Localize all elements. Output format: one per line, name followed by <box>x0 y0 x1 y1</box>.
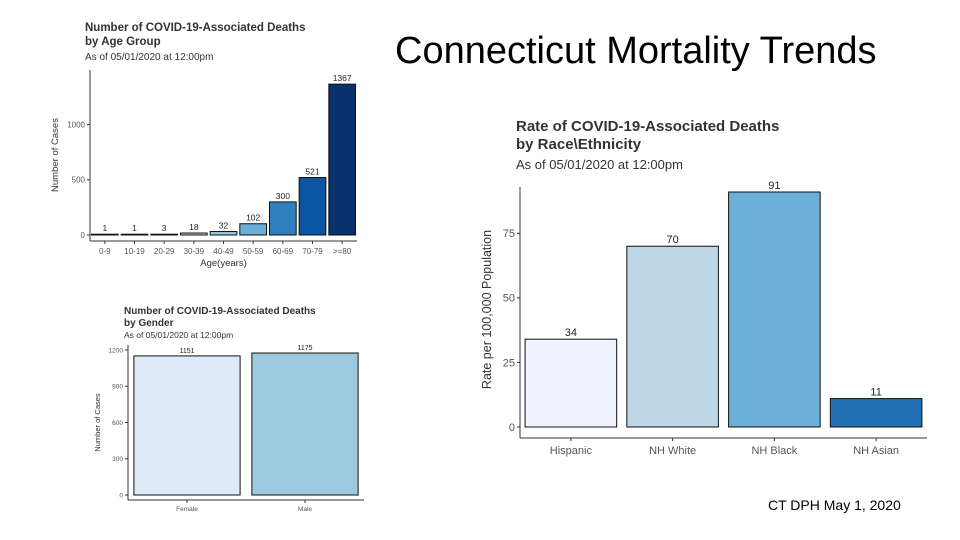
race-x-tick-label: NH Asian <box>853 445 899 457</box>
age-y-axis-title: Number of Cases <box>50 118 61 192</box>
race-x-tick-label: NH Black <box>751 445 797 457</box>
race-bar-nh-black <box>728 191 821 428</box>
age-bar-60-69 <box>268 201 297 236</box>
gender-data-label: 1151 <box>179 348 194 355</box>
race-x-tick-label: Hispanic <box>550 445 593 457</box>
race-y-tick-label: 0 <box>509 422 515 434</box>
age-data-label: 1 <box>102 223 107 233</box>
gender-chart-subtitle: As of 05/01/2020 at 12:00pm <box>124 330 233 340</box>
age-data-label: 521 <box>305 167 319 177</box>
gender-chart-title-line2: by Gender <box>124 318 174 329</box>
age-data-label: 32 <box>219 220 229 230</box>
race-y-tick-label: 25 <box>503 357 515 369</box>
age-data-label: 300 <box>276 191 290 201</box>
race-data-label: 70 <box>667 234 679 246</box>
age-x-tick-label: 0-9 <box>99 247 111 256</box>
gender-chart-title: Number of COVID-19-Associated Deaths <box>124 306 316 317</box>
age-x-tick-label: >=80 <box>333 247 352 256</box>
age-y-tick-label: 500 <box>72 176 86 185</box>
race-x-tick-label: NH White <box>649 445 696 457</box>
age-data-label: 18 <box>189 222 199 232</box>
age-bar-70-79 <box>298 177 327 236</box>
age-chart-title-line2: by Age Group <box>85 36 161 48</box>
race-bar-nh-asian <box>829 398 923 428</box>
age-bar--80 <box>328 83 357 236</box>
age-data-label: 3 <box>162 223 167 233</box>
footer-credit: CT DPH May 1, 2020 <box>768 497 901 513</box>
race-chart-title-line2: by Race\Ethnicity <box>516 136 642 153</box>
page-title: Connecticut Mortality Trends <box>395 30 877 72</box>
age-y-tick-label: 1000 <box>67 120 85 129</box>
race-chart-title: Rate of COVID-19-Associated Deaths <box>516 118 779 135</box>
race-data-label: 34 <box>565 327 577 339</box>
gender-y-tick-label: 1200 <box>109 347 124 354</box>
race-data-label: 91 <box>768 180 780 192</box>
gender-x-tick-label: Male <box>298 506 312 513</box>
race-chart-subtitle: As of 05/01/2020 at 12:00pm <box>516 157 683 172</box>
race-y-axis-title: Rate per 100,000 Population <box>480 230 494 389</box>
gender-y-tick-label: 600 <box>112 420 123 427</box>
age-x-tick-label: 40-49 <box>213 247 234 256</box>
age-y-tick-label: 0 <box>81 231 86 240</box>
age-chart-subtitle: As of 05/01/2020 at 12:00pm <box>85 52 213 63</box>
age-bar-30-39 <box>179 232 208 236</box>
age-x-tick-label: 50-59 <box>243 247 264 256</box>
age-x-tick-label: 20-29 <box>154 247 175 256</box>
age-bar-0-9 <box>90 233 119 236</box>
race-bar-hispanic <box>524 338 618 428</box>
race-y-tick-label: 75 <box>503 228 515 240</box>
age-data-label: 1 <box>132 223 137 233</box>
race-bar-nh-white <box>626 245 719 428</box>
gender-bar-female <box>133 355 241 496</box>
age-bar-40-49 <box>209 230 238 236</box>
age-x-axis-title: Age(years) <box>200 258 246 269</box>
gender-bar-male <box>251 352 359 496</box>
age-x-tick-label: 30-39 <box>184 247 205 256</box>
age-chart-title: Number of COVID-19-Associated Deaths <box>85 22 305 34</box>
gender-y-tick-label: 0 <box>119 492 123 499</box>
age-bar-20-29 <box>150 233 179 236</box>
gender-y-tick-label: 900 <box>112 384 123 391</box>
gender-x-tick-label: Female <box>176 506 198 513</box>
age-x-tick-label: 70-79 <box>302 247 323 256</box>
age-data-label: 1367 <box>333 73 352 83</box>
age-bar-50-59 <box>239 223 268 236</box>
age-data-label: 102 <box>246 213 260 223</box>
age-bar-10-19 <box>120 233 149 236</box>
gender-data-label: 1175 <box>297 345 312 352</box>
race-data-label: 11 <box>870 387 881 399</box>
age-x-tick-label: 60-69 <box>273 247 294 256</box>
age-x-tick-label: 10-19 <box>124 247 145 256</box>
gender-y-tick-label: 300 <box>112 456 123 463</box>
gender-y-axis-title: Number of Cases <box>93 393 102 452</box>
race-y-tick-label: 50 <box>503 293 515 305</box>
